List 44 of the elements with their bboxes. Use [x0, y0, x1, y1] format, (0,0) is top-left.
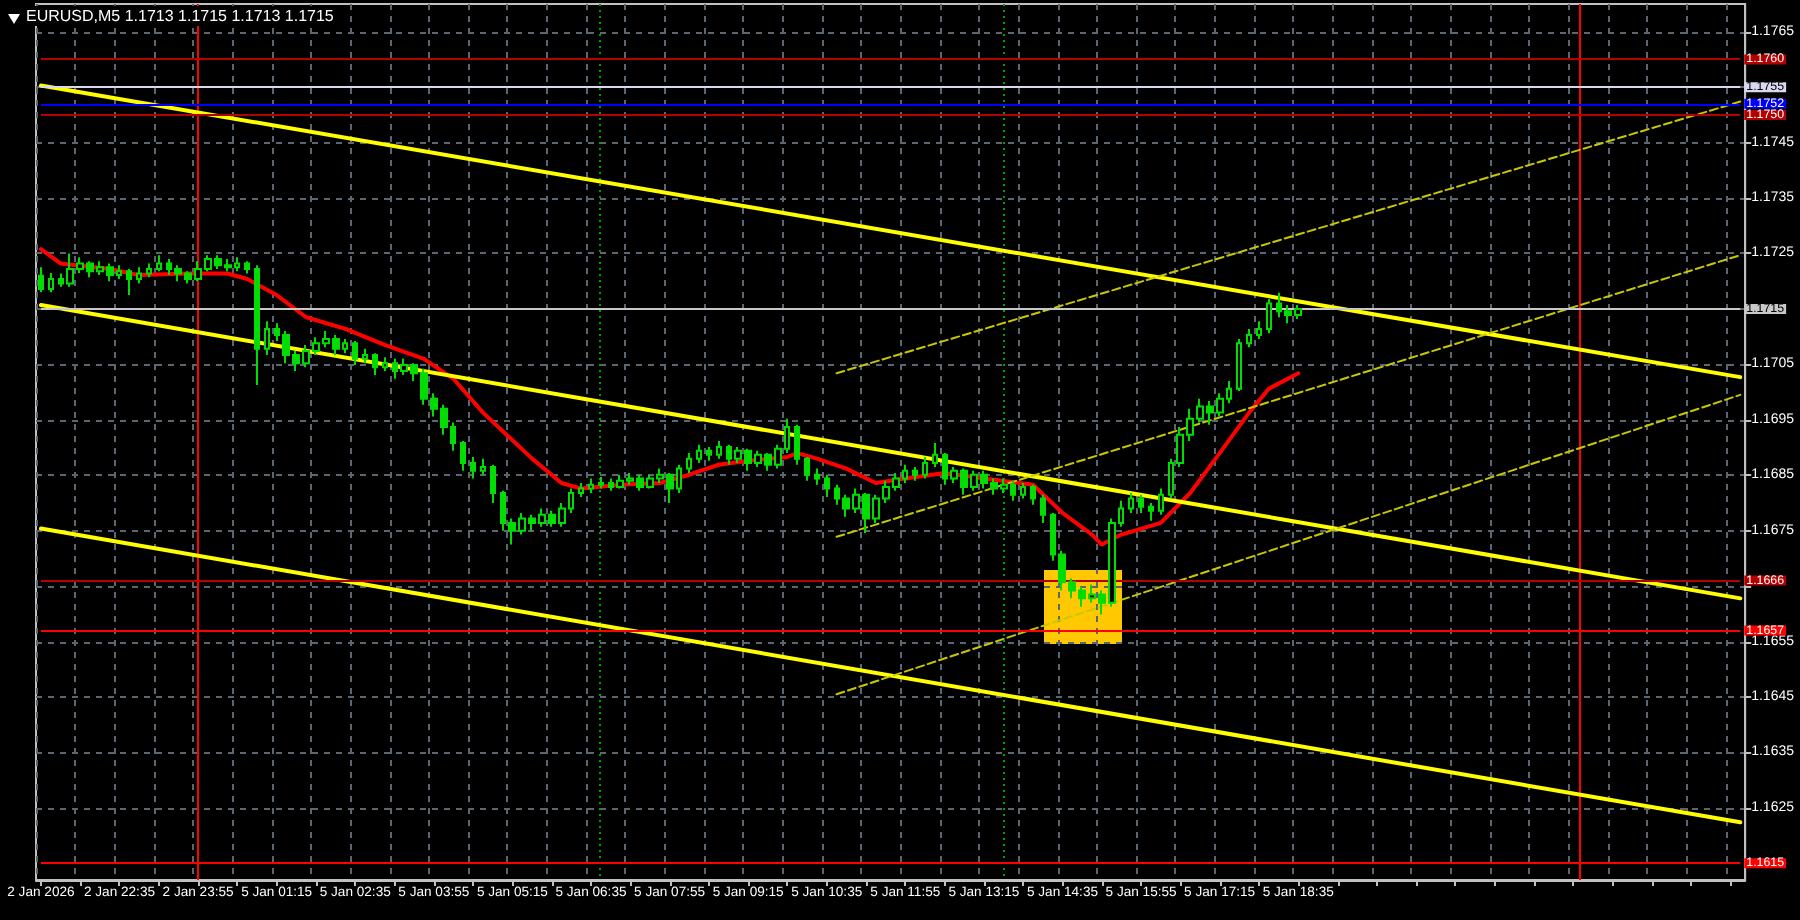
candlestick	[716, 439, 722, 460]
candlestick	[352, 340, 358, 366]
candlestick	[588, 477, 594, 495]
candlestick	[598, 475, 604, 490]
candlestick	[1138, 493, 1144, 514]
candlestick	[470, 455, 476, 480]
candlestick	[1256, 320, 1262, 340]
candlestick	[1128, 492, 1134, 514]
candlestick	[1020, 482, 1026, 500]
candlestick	[1148, 501, 1154, 522]
candlestick	[686, 452, 692, 475]
candlestick	[706, 445, 712, 462]
candlestick	[1266, 297, 1272, 335]
line-series	[38, 247, 1301, 547]
candlestick	[922, 455, 928, 480]
candlestick	[382, 356, 388, 373]
candlestick	[578, 482, 584, 498]
candlestick	[480, 457, 486, 476]
candlestick	[264, 320, 270, 356]
candlestick	[1236, 337, 1242, 392]
candlestick	[932, 442, 938, 468]
chart-title: EURUSD,M5 1.1713 1.1715 1.1713 1.1715	[26, 7, 335, 25]
candlestick	[804, 455, 810, 482]
candlestick	[794, 423, 800, 466]
candlestick	[1030, 483, 1036, 506]
candlestick	[136, 266, 142, 285]
candlestick	[490, 463, 496, 504]
candlestick	[254, 264, 260, 386]
candlestick	[1246, 327, 1252, 349]
candlestick	[912, 465, 918, 482]
candlestick	[814, 467, 820, 486]
candlestick	[48, 271, 54, 294]
candlestick	[146, 262, 152, 279]
candlestick	[1158, 487, 1164, 516]
candlestick	[372, 352, 378, 376]
candlestick	[126, 268, 132, 297]
candlestick	[460, 439, 466, 472]
candlestick	[38, 266, 44, 294]
candlestick	[1040, 493, 1046, 524]
candlestick	[244, 260, 250, 275]
candlestick	[156, 254, 162, 273]
candlestick	[696, 443, 702, 465]
candlestick	[362, 347, 368, 365]
candlestick	[824, 473, 830, 498]
